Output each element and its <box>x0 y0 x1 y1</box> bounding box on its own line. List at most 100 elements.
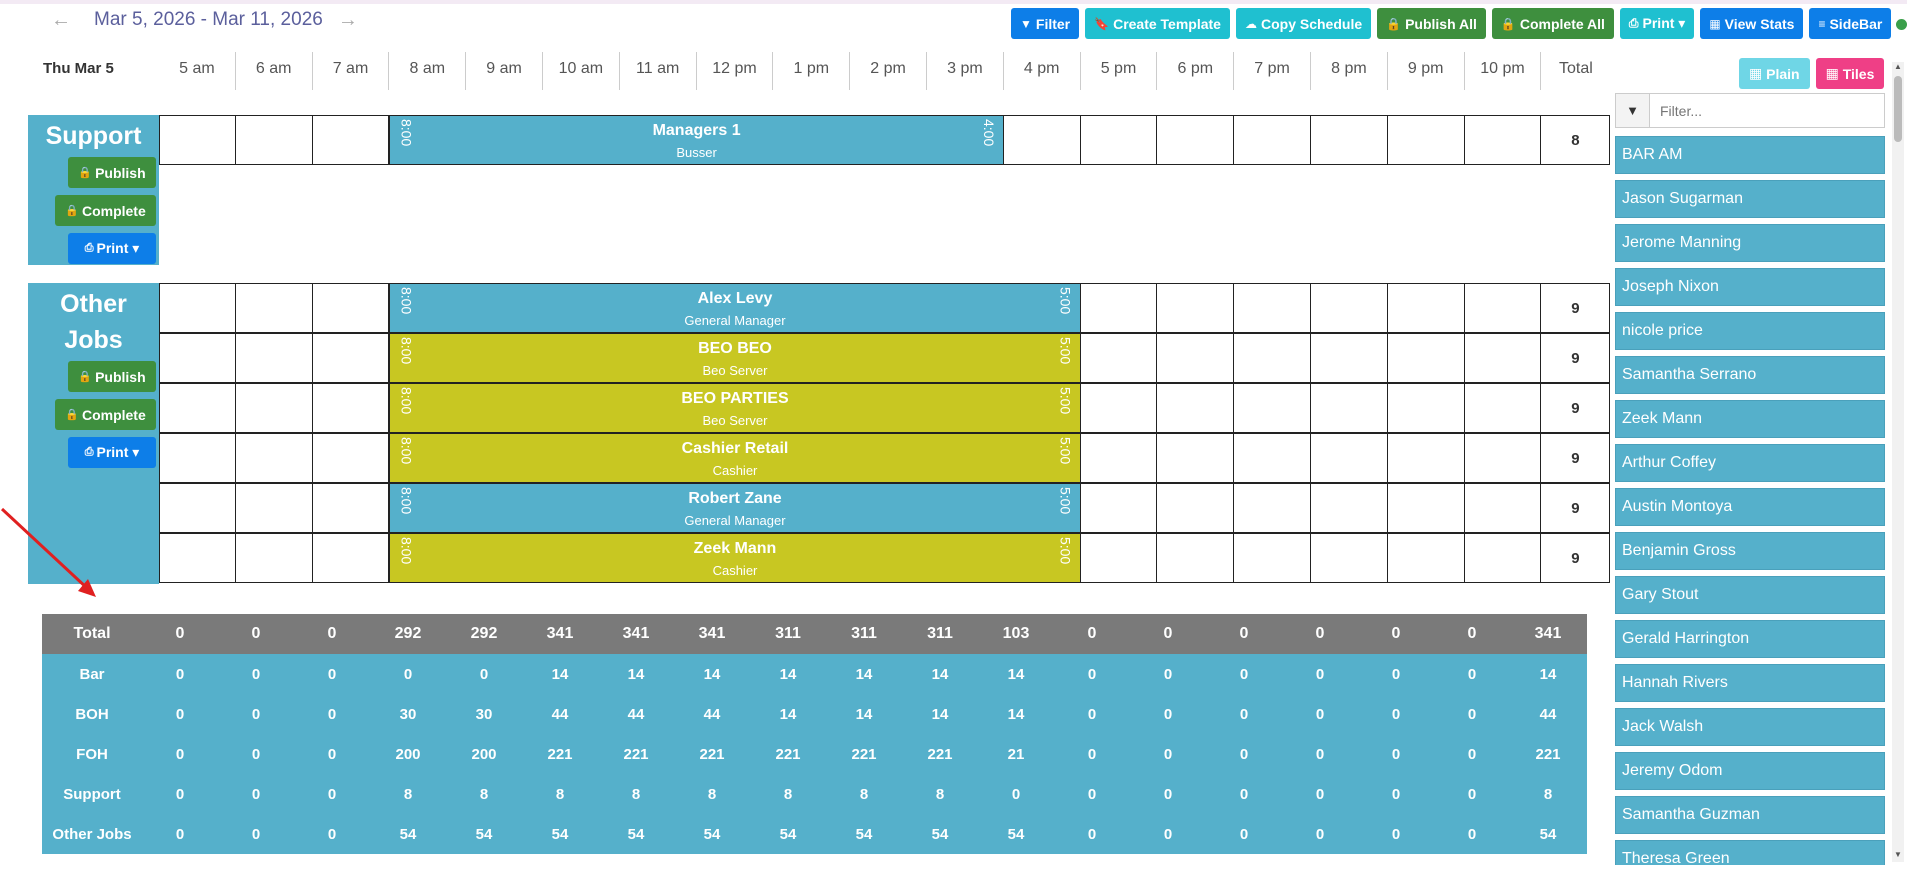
employee-item[interactable]: Samantha Guzman <box>1615 796 1885 834</box>
empty-hour-cell[interactable] <box>159 333 236 383</box>
empty-hour-cell[interactable] <box>312 115 390 165</box>
empty-hour-cell[interactable] <box>312 533 390 583</box>
empty-hour-cell[interactable] <box>1234 483 1311 533</box>
filter-button[interactable]: ▼ Filter <box>1011 8 1080 39</box>
employee-item[interactable]: Jack Walsh <box>1615 708 1885 746</box>
empty-hour-cell[interactable] <box>1234 283 1311 333</box>
empty-hour-cell[interactable] <box>1387 533 1465 583</box>
empty-hour-cell[interactable] <box>1080 533 1158 583</box>
empty-hour-cell[interactable] <box>1464 433 1542 483</box>
shift-block[interactable]: Managers 1 Busser 8:00 4:00 <box>389 115 1004 165</box>
empty-hour-cell[interactable] <box>312 433 390 483</box>
complete-all-button[interactable]: 🔒 Complete All <box>1491 8 1614 39</box>
shift-end-time[interactable]: 5:00 <box>1057 437 1074 465</box>
shift-start-time[interactable]: 8:00 <box>398 337 415 365</box>
empty-hour-cell[interactable] <box>159 483 236 533</box>
empty-hour-cell[interactable] <box>1234 533 1311 583</box>
shift-start-time[interactable]: 8:00 <box>398 487 415 515</box>
scroll-down-icon[interactable]: ▼ <box>1894 850 1902 859</box>
empty-hour-cell[interactable] <box>1311 533 1388 583</box>
employee-item[interactable]: nicole price <box>1615 312 1885 350</box>
employee-item[interactable]: Jerome Manning <box>1615 224 1885 262</box>
empty-hour-cell[interactable] <box>235 115 313 165</box>
sidebar-toggle-button[interactable]: ≡ SideBar <box>1809 8 1892 39</box>
shift-end-time[interactable]: 5:00 <box>1057 487 1074 515</box>
employee-filter-input[interactable] <box>1650 94 1884 127</box>
employee-item[interactable]: Hannah Rivers <box>1615 664 1885 702</box>
empty-hour-cell[interactable] <box>1157 433 1235 483</box>
scroll-up-icon[interactable]: ▲ <box>1894 62 1902 71</box>
shift-end-time[interactable]: 5:00 <box>1057 537 1074 565</box>
empty-hour-cell[interactable] <box>1080 333 1158 383</box>
empty-hour-cell[interactable] <box>1387 283 1465 333</box>
empty-hour-cell[interactable] <box>1387 433 1465 483</box>
empty-hour-cell[interactable] <box>312 283 390 333</box>
shift-end-time[interactable]: 5:00 <box>1057 287 1074 315</box>
empty-hour-cell[interactable] <box>312 383 390 433</box>
empty-hour-cell[interactable] <box>1464 115 1542 165</box>
empty-hour-cell[interactable] <box>235 383 313 433</box>
empty-hour-cell[interactable] <box>1234 383 1311 433</box>
empty-hour-cell[interactable] <box>1234 333 1311 383</box>
empty-hour-cell[interactable] <box>312 333 390 383</box>
shift-end-time[interactable]: 5:00 <box>1057 387 1074 415</box>
shift-start-time[interactable]: 8:00 <box>398 119 415 147</box>
shift-end-time[interactable]: 5:00 <box>1057 337 1074 365</box>
empty-hour-cell[interactable] <box>1157 483 1235 533</box>
empty-hour-cell[interactable] <box>312 483 390 533</box>
employee-item[interactable]: Jeremy Odom <box>1615 752 1885 790</box>
create-template-button[interactable]: 🔖 Create Template <box>1085 8 1230 39</box>
employee-item[interactable]: Arthur Coffey <box>1615 444 1885 482</box>
scrollbar[interactable]: ▲ ▼ <box>1892 62 1904 862</box>
empty-hour-cell[interactable] <box>1464 383 1542 433</box>
employee-item[interactable]: Austin Montoya <box>1615 488 1885 526</box>
publish-all-button[interactable]: 🔒 Publish All <box>1377 8 1486 39</box>
empty-hour-cell[interactable] <box>1311 283 1388 333</box>
empty-hour-cell[interactable] <box>1464 483 1542 533</box>
empty-hour-cell[interactable] <box>1387 483 1465 533</box>
employee-item[interactable]: Jason Sugarman <box>1615 180 1885 218</box>
shift-block[interactable]: Cashier Retail Cashier 8:00 5:00 <box>389 433 1081 483</box>
group-complete-button[interactable]: 🔒 Complete <box>55 399 156 430</box>
empty-hour-cell[interactable] <box>1464 333 1542 383</box>
empty-hour-cell[interactable] <box>1157 533 1235 583</box>
empty-hour-cell[interactable] <box>159 283 236 333</box>
arrow-left-icon[interactable]: ← <box>51 8 71 31</box>
empty-hour-cell[interactable] <box>159 115 236 165</box>
empty-hour-cell[interactable] <box>1003 115 1081 165</box>
empty-hour-cell[interactable] <box>1080 383 1158 433</box>
empty-hour-cell[interactable] <box>235 483 313 533</box>
empty-hour-cell[interactable] <box>1311 333 1388 383</box>
empty-hour-cell[interactable] <box>1080 433 1158 483</box>
group-print-button[interactable]: ⎙ Print ▾ <box>68 437 156 468</box>
empty-hour-cell[interactable] <box>1311 115 1388 165</box>
empty-hour-cell[interactable] <box>1157 283 1235 333</box>
shift-block[interactable]: BEO BEO Beo Server 8:00 5:00 <box>389 333 1081 383</box>
employee-item[interactable]: Zeek Mann <box>1615 400 1885 438</box>
print-dropdown-button[interactable]: ⎙ Print ▾ <box>1619 8 1695 39</box>
employee-item[interactable]: Gerald Harrington <box>1615 620 1885 658</box>
empty-hour-cell[interactable] <box>1311 383 1388 433</box>
empty-hour-cell[interactable] <box>235 283 313 333</box>
empty-hour-cell[interactable] <box>1311 483 1388 533</box>
empty-hour-cell[interactable] <box>1311 433 1388 483</box>
empty-hour-cell[interactable] <box>235 533 313 583</box>
empty-hour-cell[interactable] <box>1080 483 1158 533</box>
empty-hour-cell[interactable] <box>1157 333 1235 383</box>
empty-hour-cell[interactable] <box>1464 533 1542 583</box>
shift-start-time[interactable]: 8:00 <box>398 537 415 565</box>
plain-view-button[interactable]: ▦ Plain <box>1739 58 1810 89</box>
empty-hour-cell[interactable] <box>1234 115 1311 165</box>
employee-item[interactable]: BAR AM <box>1615 136 1885 174</box>
view-stats-button[interactable]: ▦ View Stats <box>1700 8 1804 39</box>
empty-hour-cell[interactable] <box>159 533 236 583</box>
empty-hour-cell[interactable] <box>1157 383 1235 433</box>
shift-block[interactable]: BEO PARTIES Beo Server 8:00 5:00 <box>389 383 1081 433</box>
shift-block[interactable]: Alex Levy General Manager 8:00 5:00 <box>389 283 1081 333</box>
shift-block[interactable]: Robert Zane General Manager 8:00 5:00 <box>389 483 1081 533</box>
empty-hour-cell[interactable] <box>1080 283 1158 333</box>
shift-end-time[interactable]: 4:00 <box>980 119 997 147</box>
shift-start-time[interactable]: 8:00 <box>398 437 415 465</box>
group-publish-button[interactable]: 🔒 Publish <box>68 157 156 188</box>
scrollbar-thumb[interactable] <box>1894 76 1902 142</box>
